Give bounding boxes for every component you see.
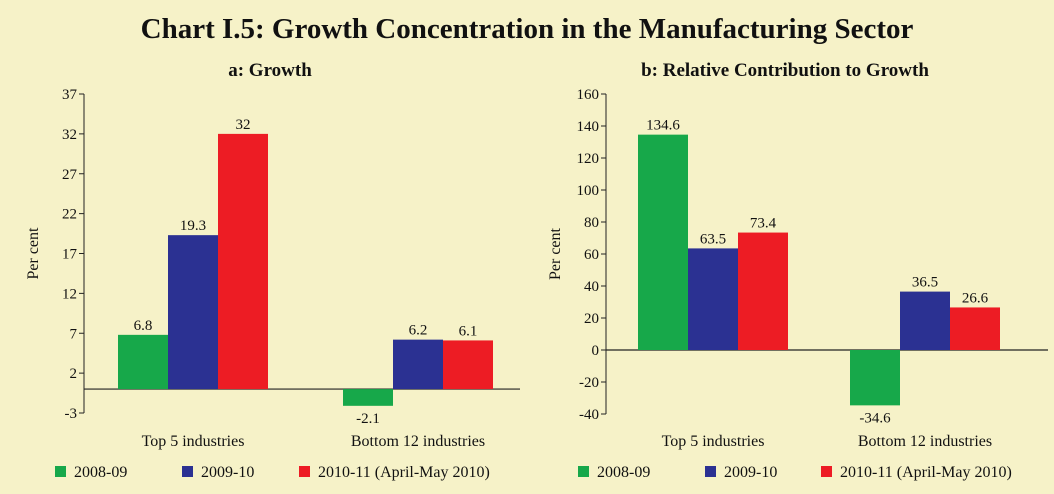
chart-a-bar [118, 334, 168, 390]
chart-b-data-label: 134.6 [646, 118, 680, 134]
chart-a-y-tick-label: 12 [62, 286, 77, 302]
chart-a-data-label: -2.1 [356, 411, 380, 427]
chart-a-y-tick-label: 27 [62, 167, 78, 183]
chart-a-legend-label: 2010-11 (April-May 2010) [318, 464, 490, 481]
chart-b-bar [850, 350, 900, 406]
chart-a-category-label: Top 5 industries [142, 433, 245, 450]
chart-b-bar [638, 134, 688, 350]
chart-b-y-tick-label: 20 [584, 311, 599, 327]
chart-b-legend-swatch [821, 466, 832, 477]
chart-b-data-label: 36.5 [912, 275, 938, 291]
main-title: Chart I.5: Growth Concentration in the M… [140, 13, 914, 45]
chart-a-y-tick-label: 37 [62, 87, 78, 103]
chart-a-y-tick-label: -3 [65, 406, 78, 422]
chart-b-bar [900, 291, 950, 350]
chart-a-data-label: 6.8 [134, 318, 153, 334]
chart-a-y-tick-label: 17 [62, 247, 78, 263]
chart-a-data-label: 19.3 [180, 218, 206, 234]
chart-a-y-axis-label: Per cent [25, 227, 42, 280]
chart-b-y-tick-label: 120 [577, 151, 600, 167]
chart-b-category-label: Bottom 12 industries [858, 433, 992, 450]
chart-a-legend-swatch [55, 466, 66, 477]
chart-a-category-label: Bottom 12 industries [351, 433, 485, 450]
chart-b-legend-label: 2008-09 [597, 464, 650, 481]
chart-a-y-tick-label: 32 [62, 127, 77, 143]
chart-b-data-label: 63.5 [700, 231, 726, 247]
chart-b-y-tick-label: 40 [584, 279, 599, 295]
chart-b-y-tick-label: 100 [577, 183, 600, 199]
chart-b-legend-label: 2010-11 (April-May 2010) [840, 464, 1012, 481]
panel-a-title: a: Growth [228, 60, 312, 81]
chart-a-bar [393, 339, 443, 390]
panel-b-title: b: Relative Contribution to Growth [641, 60, 929, 81]
chart-b-y-tick-label: 140 [577, 119, 600, 135]
chart-a-y-tick-label: 7 [70, 326, 78, 342]
chart-b-y-tick-label: 80 [584, 215, 599, 231]
chart-b-legend-label: 2009-10 [724, 464, 777, 481]
chart-a-data-label: 32 [236, 117, 251, 133]
chart-b-bar [688, 248, 738, 350]
chart-b-y-tick-label: 160 [577, 87, 600, 103]
chart-b-data-label: 73.4 [750, 216, 777, 232]
chart-b-legend-swatch [705, 466, 716, 477]
chart-a-bar [218, 133, 268, 390]
chart-a-y-tick-label: 2 [70, 366, 78, 382]
chart-b-y-tick-label: -20 [579, 375, 599, 391]
chart-a-y-tick-label: 22 [62, 207, 77, 223]
chart-b-legend-swatch [578, 466, 589, 477]
chart-b-y-axis-label: Per cent [547, 227, 564, 280]
chart-a-bar [443, 340, 493, 390]
chart-a-data-label: 6.1 [459, 323, 478, 339]
chart-a-legend-label: 2009-10 [201, 464, 254, 481]
chart-b-y-tick-label: -40 [579, 407, 599, 423]
chart-b-data-label: -34.6 [859, 410, 891, 426]
chart-b-y-tick-label: 60 [584, 247, 599, 263]
chart-a-legend-swatch [299, 466, 310, 477]
chart-b-bar [738, 232, 788, 350]
chart-a-legend-swatch [182, 466, 193, 477]
chart-a-data-label: 6.2 [409, 323, 428, 339]
chart-b-data-label: 26.6 [962, 290, 989, 306]
chart-a-bar [168, 235, 218, 390]
chart-a-bar [343, 389, 393, 406]
chart-b-y-tick-label: 0 [592, 343, 600, 359]
chart-b-category-label: Top 5 industries [662, 433, 765, 450]
chart-a-legend-label: 2008-09 [74, 464, 127, 481]
chart-b-bar [950, 307, 1000, 350]
